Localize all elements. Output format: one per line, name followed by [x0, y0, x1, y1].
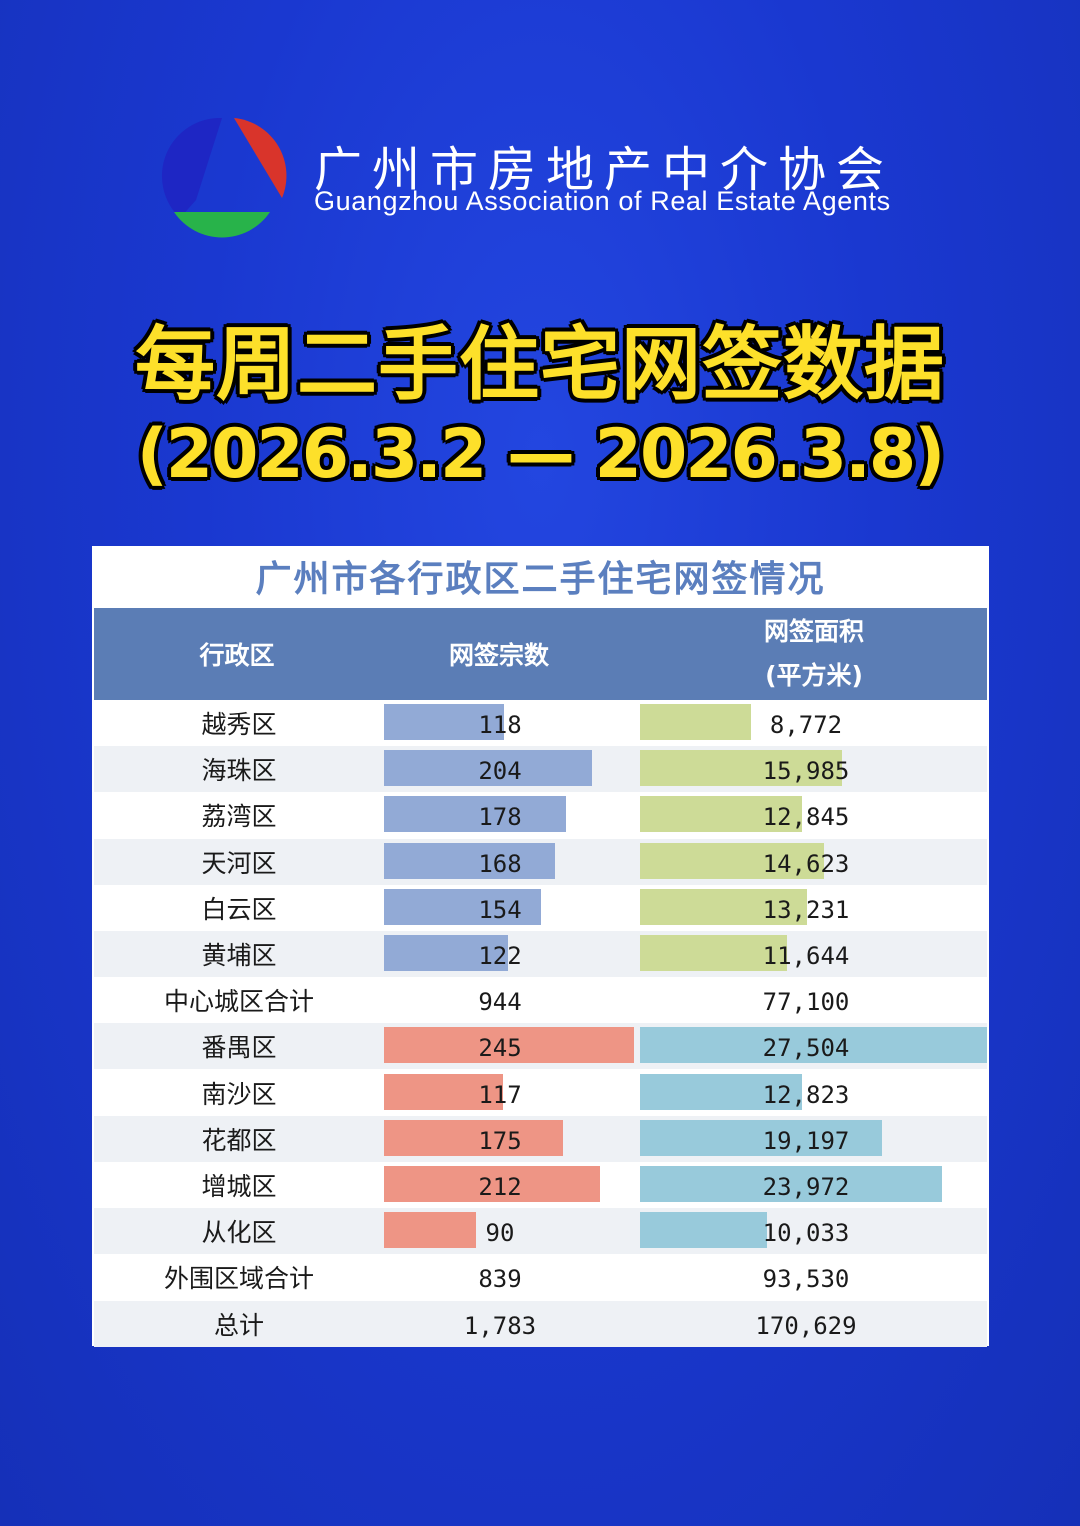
district-name: 黄埔区	[201, 941, 277, 970]
district-name: 越秀区	[201, 710, 277, 739]
table-row: 花都区 175 19,197	[94, 1115, 987, 1162]
table-header: 行政区 网签宗数 网签面积 (平方米)	[94, 608, 987, 700]
count-value: 154	[478, 895, 522, 924]
district-name: 南沙区	[201, 1079, 277, 1109]
count-bar	[384, 842, 556, 879]
table-row: 中心城区合计 944 77,100	[94, 977, 987, 1023]
column-header-area-unit: (平方米)	[765, 661, 863, 690]
area-bar	[640, 750, 842, 787]
area-bar	[640, 796, 803, 833]
area-bar	[640, 888, 807, 925]
count-value: 118	[478, 711, 522, 739]
district-name: 花都区	[201, 1125, 277, 1155]
area-bar	[640, 1073, 802, 1110]
count-value: 204	[478, 757, 522, 786]
date-range: (2026.3.2 — 2026.3.8)	[136, 415, 946, 494]
area-bar	[640, 1212, 767, 1249]
count-value: 90	[485, 1219, 515, 1248]
table-row: 南沙区 117 12,823	[94, 1070, 987, 1116]
area-value: 13,231	[762, 895, 850, 924]
district-name: 从化区	[201, 1218, 277, 1248]
district-name: 总计	[213, 1310, 264, 1340]
table-row: 白云区 154 13,231	[94, 885, 987, 931]
district-name: 荔湾区	[201, 802, 277, 832]
area-value: 12,823	[762, 1080, 850, 1109]
count-bar	[384, 1073, 504, 1110]
area-value: 77,100	[762, 988, 850, 1017]
table-row: 越秀区 118 8,772	[94, 700, 987, 746]
area-bar	[640, 1119, 883, 1156]
column-header-count: 网签宗数	[448, 641, 549, 670]
district-name: 白云区	[201, 894, 277, 924]
org-name-en: Guangzhou Association of Real Estate Age…	[314, 186, 891, 216]
count-value: 944	[478, 988, 522, 1017]
area-value: 10,033	[762, 1219, 850, 1248]
association-logo-icon	[161, 117, 287, 238]
count-bar	[384, 935, 509, 971]
column-header-area: 网签面积 (平方米)	[654, 608, 974, 700]
table-row: 从化区 90 10,033	[94, 1208, 987, 1255]
count-bar	[384, 796, 566, 833]
district-name: 增城区	[201, 1172, 277, 1201]
area-value: 8,772	[769, 711, 843, 739]
district-name: 中心城区合计	[163, 987, 314, 1017]
count-bar	[384, 1027, 634, 1064]
table-row: 天河区 168 14,623	[94, 838, 987, 885]
count-bar	[384, 1166, 601, 1202]
headline: 每周二手住宅网签数据	[135, 318, 945, 411]
district-table: 广州市各行政区二手住宅网签情况 行政区 网签宗数 网签面积 (平方米) 越秀区 1…	[92, 546, 989, 1347]
count-value: 178	[478, 803, 522, 832]
district-name: 海珠区	[201, 756, 277, 786]
area-value: 23,972	[762, 1173, 850, 1201]
area-value: 15,985	[762, 757, 850, 786]
district-name: 番禺区	[201, 1033, 277, 1063]
count-value: 839	[478, 1265, 522, 1294]
column-header-area-label: 网签面积	[763, 617, 864, 646]
district-name: 外围区域合计	[163, 1264, 314, 1294]
table-row: 海珠区 204 15,985	[94, 746, 987, 793]
table-title: 广州市各行政区二手住宅网签情况	[255, 559, 826, 600]
area-value: 93,530	[762, 1265, 850, 1294]
area-value: 11,644	[762, 942, 850, 970]
org-name-cn: 广州市房地产中介协会	[314, 142, 895, 198]
count-value: 168	[478, 849, 522, 878]
count-bar	[384, 704, 505, 740]
table-row: 增城区 212 23,972	[94, 1162, 987, 1208]
area-value: 19,197	[762, 1126, 850, 1155]
count-value: 245	[478, 1034, 522, 1063]
table-row: 总计 1,783 170,629	[94, 1300, 987, 1347]
column-header-district: 行政区	[199, 641, 275, 670]
table-row: 黄埔区 122 11,644	[94, 931, 987, 977]
area-value: 27,504	[762, 1034, 850, 1063]
area-bar	[640, 935, 787, 971]
table-row: 荔湾区 178 12,845	[94, 792, 987, 838]
count-bar	[384, 1119, 563, 1156]
area-bar	[640, 704, 751, 740]
table-row: 番禺区 245 27,504	[94, 1023, 987, 1070]
count-value: 1,783	[463, 1311, 537, 1340]
count-bar	[384, 1212, 476, 1249]
count-bar	[384, 888, 542, 925]
area-value: 12,845	[762, 803, 850, 832]
count-bar	[384, 750, 593, 787]
area-bar	[640, 1166, 943, 1202]
area-bar	[640, 842, 825, 879]
area-value: 170,629	[755, 1311, 857, 1340]
table-row: 外围区域合计 839 93,530	[94, 1254, 987, 1300]
count-value: 175	[478, 1126, 522, 1155]
count-value: 117	[478, 1080, 522, 1109]
area-value: 14,623	[762, 849, 850, 878]
district-name: 天河区	[201, 848, 277, 878]
area-bar	[640, 1027, 987, 1064]
count-value: 212	[478, 1173, 522, 1201]
count-value: 122	[478, 942, 522, 970]
